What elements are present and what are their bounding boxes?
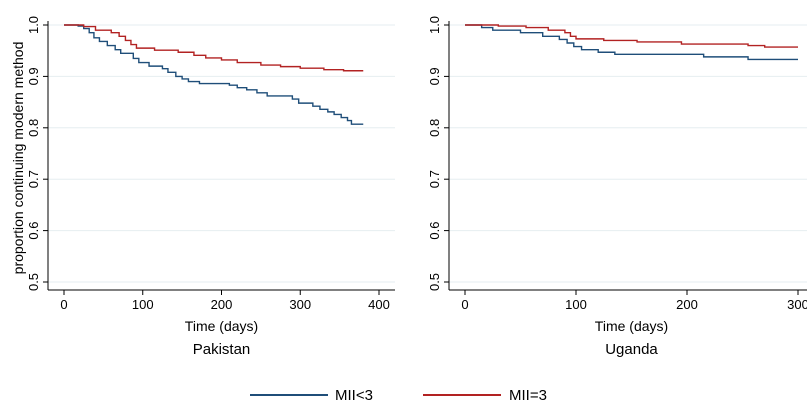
x-tick-label: 300 — [787, 297, 807, 312]
y-tick-label: 0.9 — [26, 67, 41, 85]
series-line-mii-3 — [64, 24, 364, 72]
x-tick-label: 200 — [676, 297, 698, 312]
x-tick-label: 0 — [461, 297, 468, 312]
y-tick-label: 0.6 — [26, 222, 41, 240]
series-line-mii-3 — [465, 24, 798, 61]
panel-title: Pakistan — [193, 341, 251, 358]
x-tick-label: 0 — [60, 297, 67, 312]
panel-uganda: 0.5 0.6 0.7 0.8 0.9 1.0 0 100 200 300 Time (days)… — [427, 16, 807, 358]
legend: MII<3 MII=3 — [250, 387, 547, 404]
x-tick-label: 100 — [132, 297, 154, 312]
y-tick-label: 0.7 — [427, 170, 442, 188]
x-tick-label: 300 — [289, 297, 311, 312]
legend-label-mii-lt3: MII<3 — [335, 387, 373, 404]
y-tick-label: 0.5 — [26, 273, 41, 291]
y-tick-label: 1.0 — [427, 16, 442, 34]
x-axis-label: Time (days) — [595, 318, 668, 334]
y-tick-label: 0.8 — [26, 119, 41, 137]
panel-title: Uganda — [605, 341, 658, 358]
x-axis-label: Time (days) — [185, 318, 258, 334]
x-tick-label: 100 — [565, 297, 587, 312]
x-tick-label: 200 — [211, 297, 233, 312]
panel-pakistan: 0.5 0.6 0.7 0.8 0.9 1.0 0 100 200 300 400 Time (da… — [26, 16, 395, 358]
y-tick-label: 0.9 — [427, 67, 442, 85]
y-tick-label: 1.0 — [26, 16, 41, 34]
y-tick-label: 0.7 — [26, 170, 41, 188]
series-line-mii-3 — [465, 24, 798, 48]
y-tick-label: 0.8 — [427, 119, 442, 137]
y-axis-label: proportion continuing modern method — [10, 42, 26, 275]
legend-label-mii-eq3: MII=3 — [509, 387, 547, 404]
series-line-mii-3 — [64, 24, 364, 125]
x-tick-label: 400 — [368, 297, 390, 312]
y-tick-label: 0.6 — [427, 222, 442, 240]
y-tick-label: 0.5 — [427, 273, 442, 291]
